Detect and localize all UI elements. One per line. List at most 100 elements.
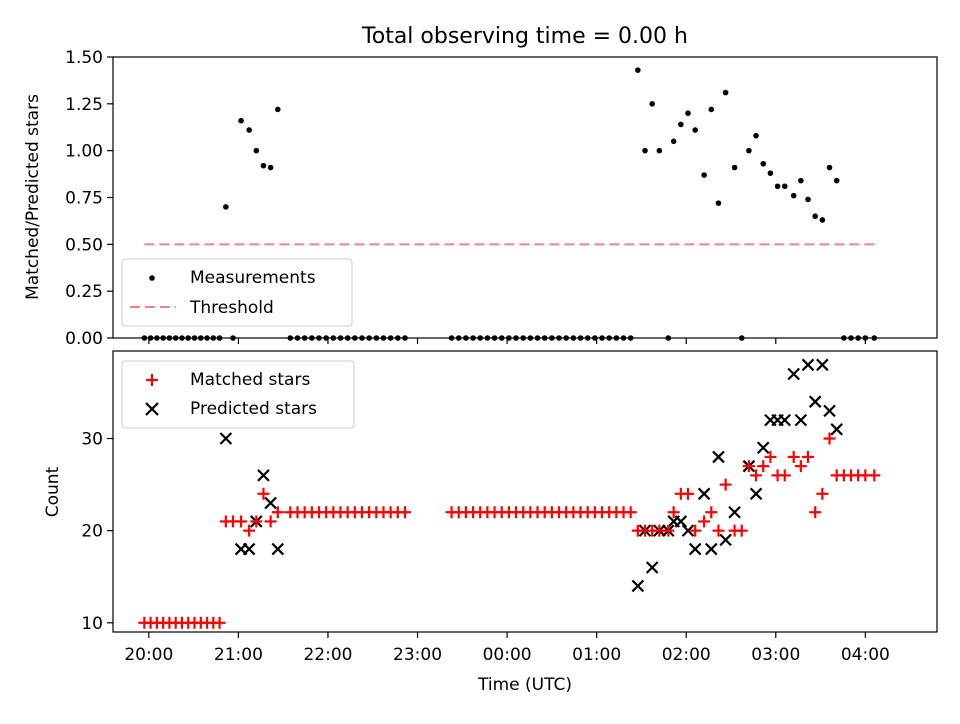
top-y-axis-label: Matched/Predicted stars [23, 94, 43, 300]
measurement-point [204, 335, 210, 341]
bottom-x-tick-label: 22:00 [303, 645, 352, 665]
predicted-star-stroke [823, 404, 836, 418]
measurement-point [238, 117, 244, 124]
chart-title: Total observing time = 0.00 h [361, 24, 688, 49]
bottom-legend: Matched stars Predicted stars [121, 360, 355, 429]
measurement-point [790, 192, 797, 199]
bottom-legend-box [121, 360, 355, 429]
bottom-x-tick-label: 23:00 [393, 645, 442, 665]
measurement-point [185, 335, 192, 341]
measurement-point [812, 213, 818, 220]
matched-star-marker [271, 506, 284, 519]
measurement-point [294, 335, 301, 341]
measurement-point [352, 335, 358, 341]
predicted-star-stroke [242, 542, 256, 556]
top-y-ticks: 0.00 0.25 0.50 0.75 1.00 1.25 1.50 [65, 48, 113, 349]
top-y-tick-label: 0.25 [65, 282, 103, 302]
bottom-y-tick-label: 30 [81, 430, 103, 450]
legend-predicted-marker [145, 402, 159, 416]
measurement-point [760, 160, 767, 167]
measurement-point [584, 335, 591, 341]
measurement-point [246, 127, 252, 133]
measurement-point [216, 335, 223, 341]
predicted-star-marker [808, 395, 822, 408]
measurement-point [635, 67, 641, 73]
measurement-point [833, 177, 840, 184]
measurement-point [344, 335, 351, 341]
predicted-star-marker [816, 358, 829, 372]
bottom-x-tick-label: 04:00 [841, 645, 890, 665]
measurement-point [387, 335, 394, 341]
predicted-star-stroke [830, 423, 843, 436]
measurement-point [738, 335, 745, 341]
measurement-point [197, 335, 204, 341]
measurement-point [166, 335, 173, 341]
measurement-point [380, 335, 387, 341]
measurement-point [147, 335, 154, 341]
measurement-point [656, 147, 663, 154]
matched-star-marker [764, 450, 777, 463]
predicted-star-marker [264, 496, 277, 510]
top-legend-box [121, 258, 353, 327]
measurement-point [781, 183, 788, 190]
predicted-star-marker [719, 533, 732, 547]
predicted-star-marker [697, 487, 711, 501]
predicted-star-stroke [778, 413, 792, 427]
predicted-star-marker [778, 413, 792, 427]
predicted-star-marker [801, 358, 815, 372]
top-y-tick-label: 0.75 [65, 189, 103, 209]
predicted-star-stroke [787, 367, 800, 381]
predicted-star-stroke [808, 395, 822, 408]
bottom-y-axis-label: Count [43, 466, 63, 517]
measurement-points [141, 67, 878, 341]
predicted-star-marker [830, 423, 843, 436]
measurement-point [527, 335, 534, 341]
measurement-point [323, 335, 329, 341]
measurement-point [275, 106, 281, 113]
matched-star-marker [809, 506, 822, 519]
measurement-point [513, 335, 519, 341]
measurement-point [563, 335, 569, 341]
measurement-point [871, 335, 878, 341]
predicted-star-stroke [816, 358, 829, 372]
predicted-star-stroke [756, 441, 770, 455]
top-panel: 0.00 0.25 0.50 0.75 1.00 1.25 1.50 Matched/Pre… [23, 48, 938, 349]
measurement-point [701, 172, 707, 178]
matched-star-marker [712, 524, 725, 537]
measurement-point [549, 335, 555, 341]
predicted-star-stroke [705, 542, 718, 556]
measurement-point [606, 335, 612, 341]
measurement-point [463, 335, 469, 341]
matched-star-marker [816, 487, 829, 500]
measurement-point [805, 196, 811, 203]
bottom-x-tick-label: 02:00 [662, 645, 711, 665]
measurement-point [267, 164, 274, 171]
bottom-y-tick-label: 20 [81, 522, 103, 542]
predicted-star-stroke [794, 413, 808, 427]
predicted-star-stroke [728, 505, 741, 519]
measurement-point [670, 138, 677, 145]
measurement-point [819, 217, 826, 223]
matched-star-marker [794, 460, 807, 473]
matched-star-marker [802, 450, 815, 463]
measurement-point [366, 335, 372, 341]
predicted-star-marker [823, 404, 836, 418]
measurement-point [455, 335, 462, 341]
measurement-point [477, 335, 484, 341]
measurement-point [731, 164, 738, 171]
measurement-point [627, 335, 634, 341]
bottom-y-ticks: 10 20 30 [81, 430, 113, 634]
legend-measurement-marker [149, 275, 155, 281]
predicted-star-stroke [712, 450, 725, 464]
matched-star-marker [662, 524, 675, 537]
measurement-point [678, 121, 684, 128]
predicted-star-marker [645, 561, 659, 574]
measurement-point [402, 335, 408, 341]
legend-threshold-label: Threshold [189, 298, 274, 318]
predicted-star-marker [712, 450, 725, 464]
matched-star-marker [757, 460, 770, 473]
measurement-point [498, 335, 505, 341]
matched-star-marker [698, 515, 711, 528]
bottom-x-ticks: 20:00 21:00 22:00 23:00 00:00 01:00 02:00 03:00… [124, 632, 890, 665]
matched-star-marker [667, 506, 680, 519]
